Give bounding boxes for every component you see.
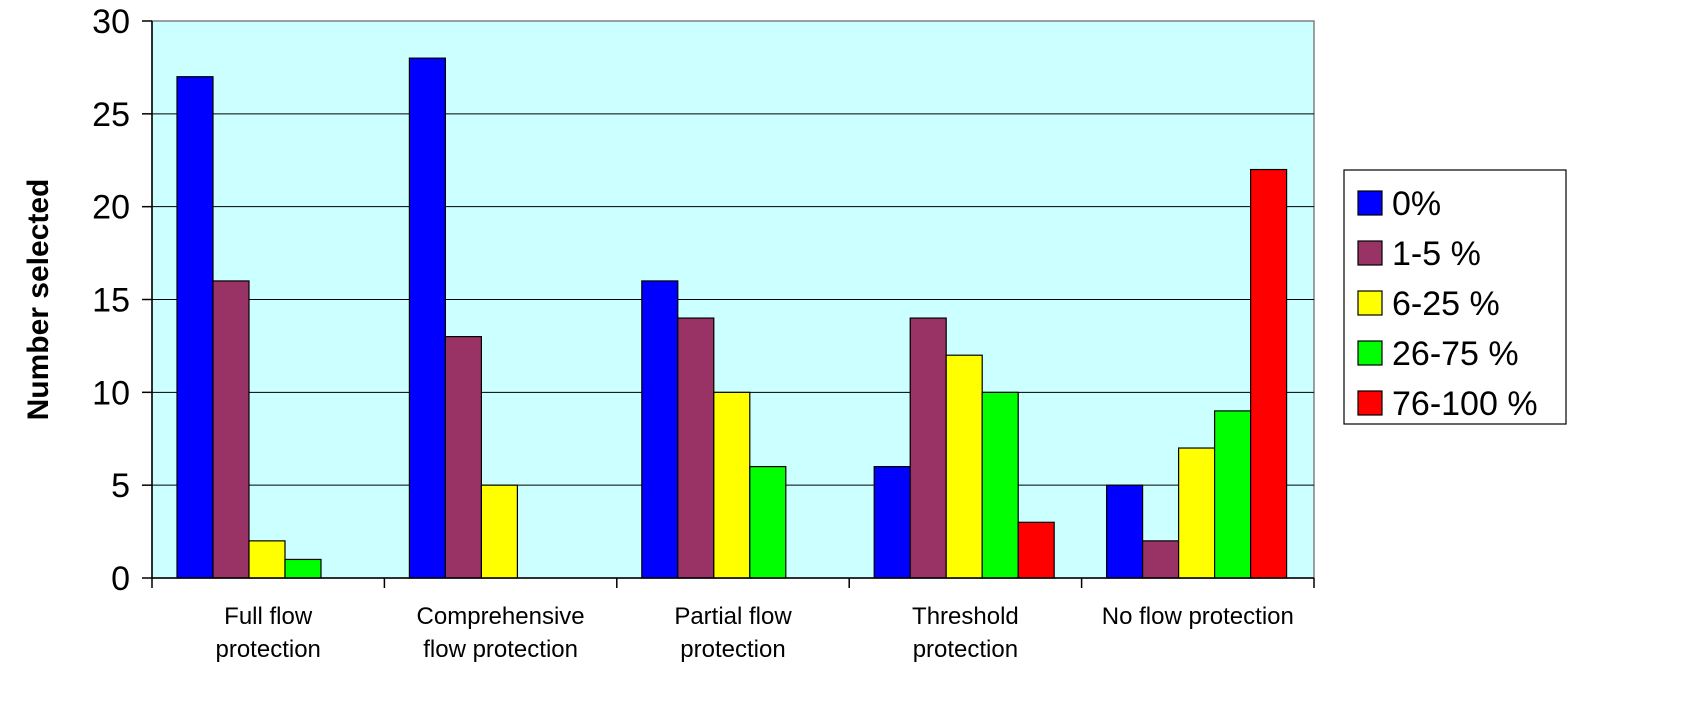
bar-1-5--cat-2 [677,317,715,579]
y-axis-label: Number selected [22,179,55,421]
bar-26-75--cat-0 [284,558,322,579]
bar-0--cat-2 [641,280,679,579]
y-tick-label: 5 [111,467,130,505]
bar-6-25--cat-4 [1177,447,1216,579]
y-tick-label: 20 [92,189,130,227]
x-tick-labels: Full flow protection Comprehensive flow pro… [215,603,1293,663]
legend: 0% 1-5 % 6-25 % 26-75 % 76-100 % [1343,169,1567,425]
bar-1-5--cat-1 [444,336,482,579]
x-tick-label: Partial flow protection [674,603,792,663]
y-tick-label: 25 [92,96,130,134]
bar-6-25--cat-3 [945,354,983,579]
x-tick-label: No flow protection [1102,603,1294,630]
x-tick-label: Threshold protection [912,603,1019,663]
legend-swatch [1357,190,1383,216]
x-tick-label: Full flow protection [215,603,320,663]
bar-1-5--cat-3 [909,317,947,579]
bar-0--cat-4 [1105,484,1144,579]
bar-0--cat-3 [873,466,911,579]
y-tick-labels: 0 5 10 15 20 25 30 [92,3,130,598]
bar-26-75--cat-3 [981,391,1019,579]
legend-swatch [1357,340,1383,366]
y-tick-label: 30 [92,3,130,41]
legend-swatch [1357,290,1383,316]
bar-0--cat-1 [408,57,446,579]
axes [142,20,1315,588]
bar-26-75--cat-4 [1213,410,1252,579]
bar-6-25--cat-2 [713,391,751,579]
bars [176,57,1288,579]
bar-76-100--cat-3 [1017,521,1055,579]
legend-label: 0% [1392,185,1441,223]
bar-6-25--cat-1 [480,484,518,579]
bar-1-5--cat-4 [1141,540,1180,579]
bar-1-5--cat-0 [212,280,250,579]
legend-label: 6-25 % [1392,285,1500,323]
bar-0--cat-0 [176,76,214,579]
bar-26-75--cat-2 [749,466,787,579]
y-tick-label: 0 [111,560,130,598]
legend-label: 26-75 % [1392,335,1519,373]
y-tick-label: 15 [92,282,130,320]
bar-76-100--cat-4 [1249,168,1288,579]
legend-swatch [1357,390,1383,416]
legend-label: 1-5 % [1392,235,1481,273]
x-tick-label: Comprehensive flow protection [417,603,585,663]
bar-6-25--cat-0 [248,540,286,579]
y-tick-label: 10 [92,374,130,412]
legend-label: 76-100 % [1392,385,1538,423]
legend-swatch [1357,240,1383,266]
